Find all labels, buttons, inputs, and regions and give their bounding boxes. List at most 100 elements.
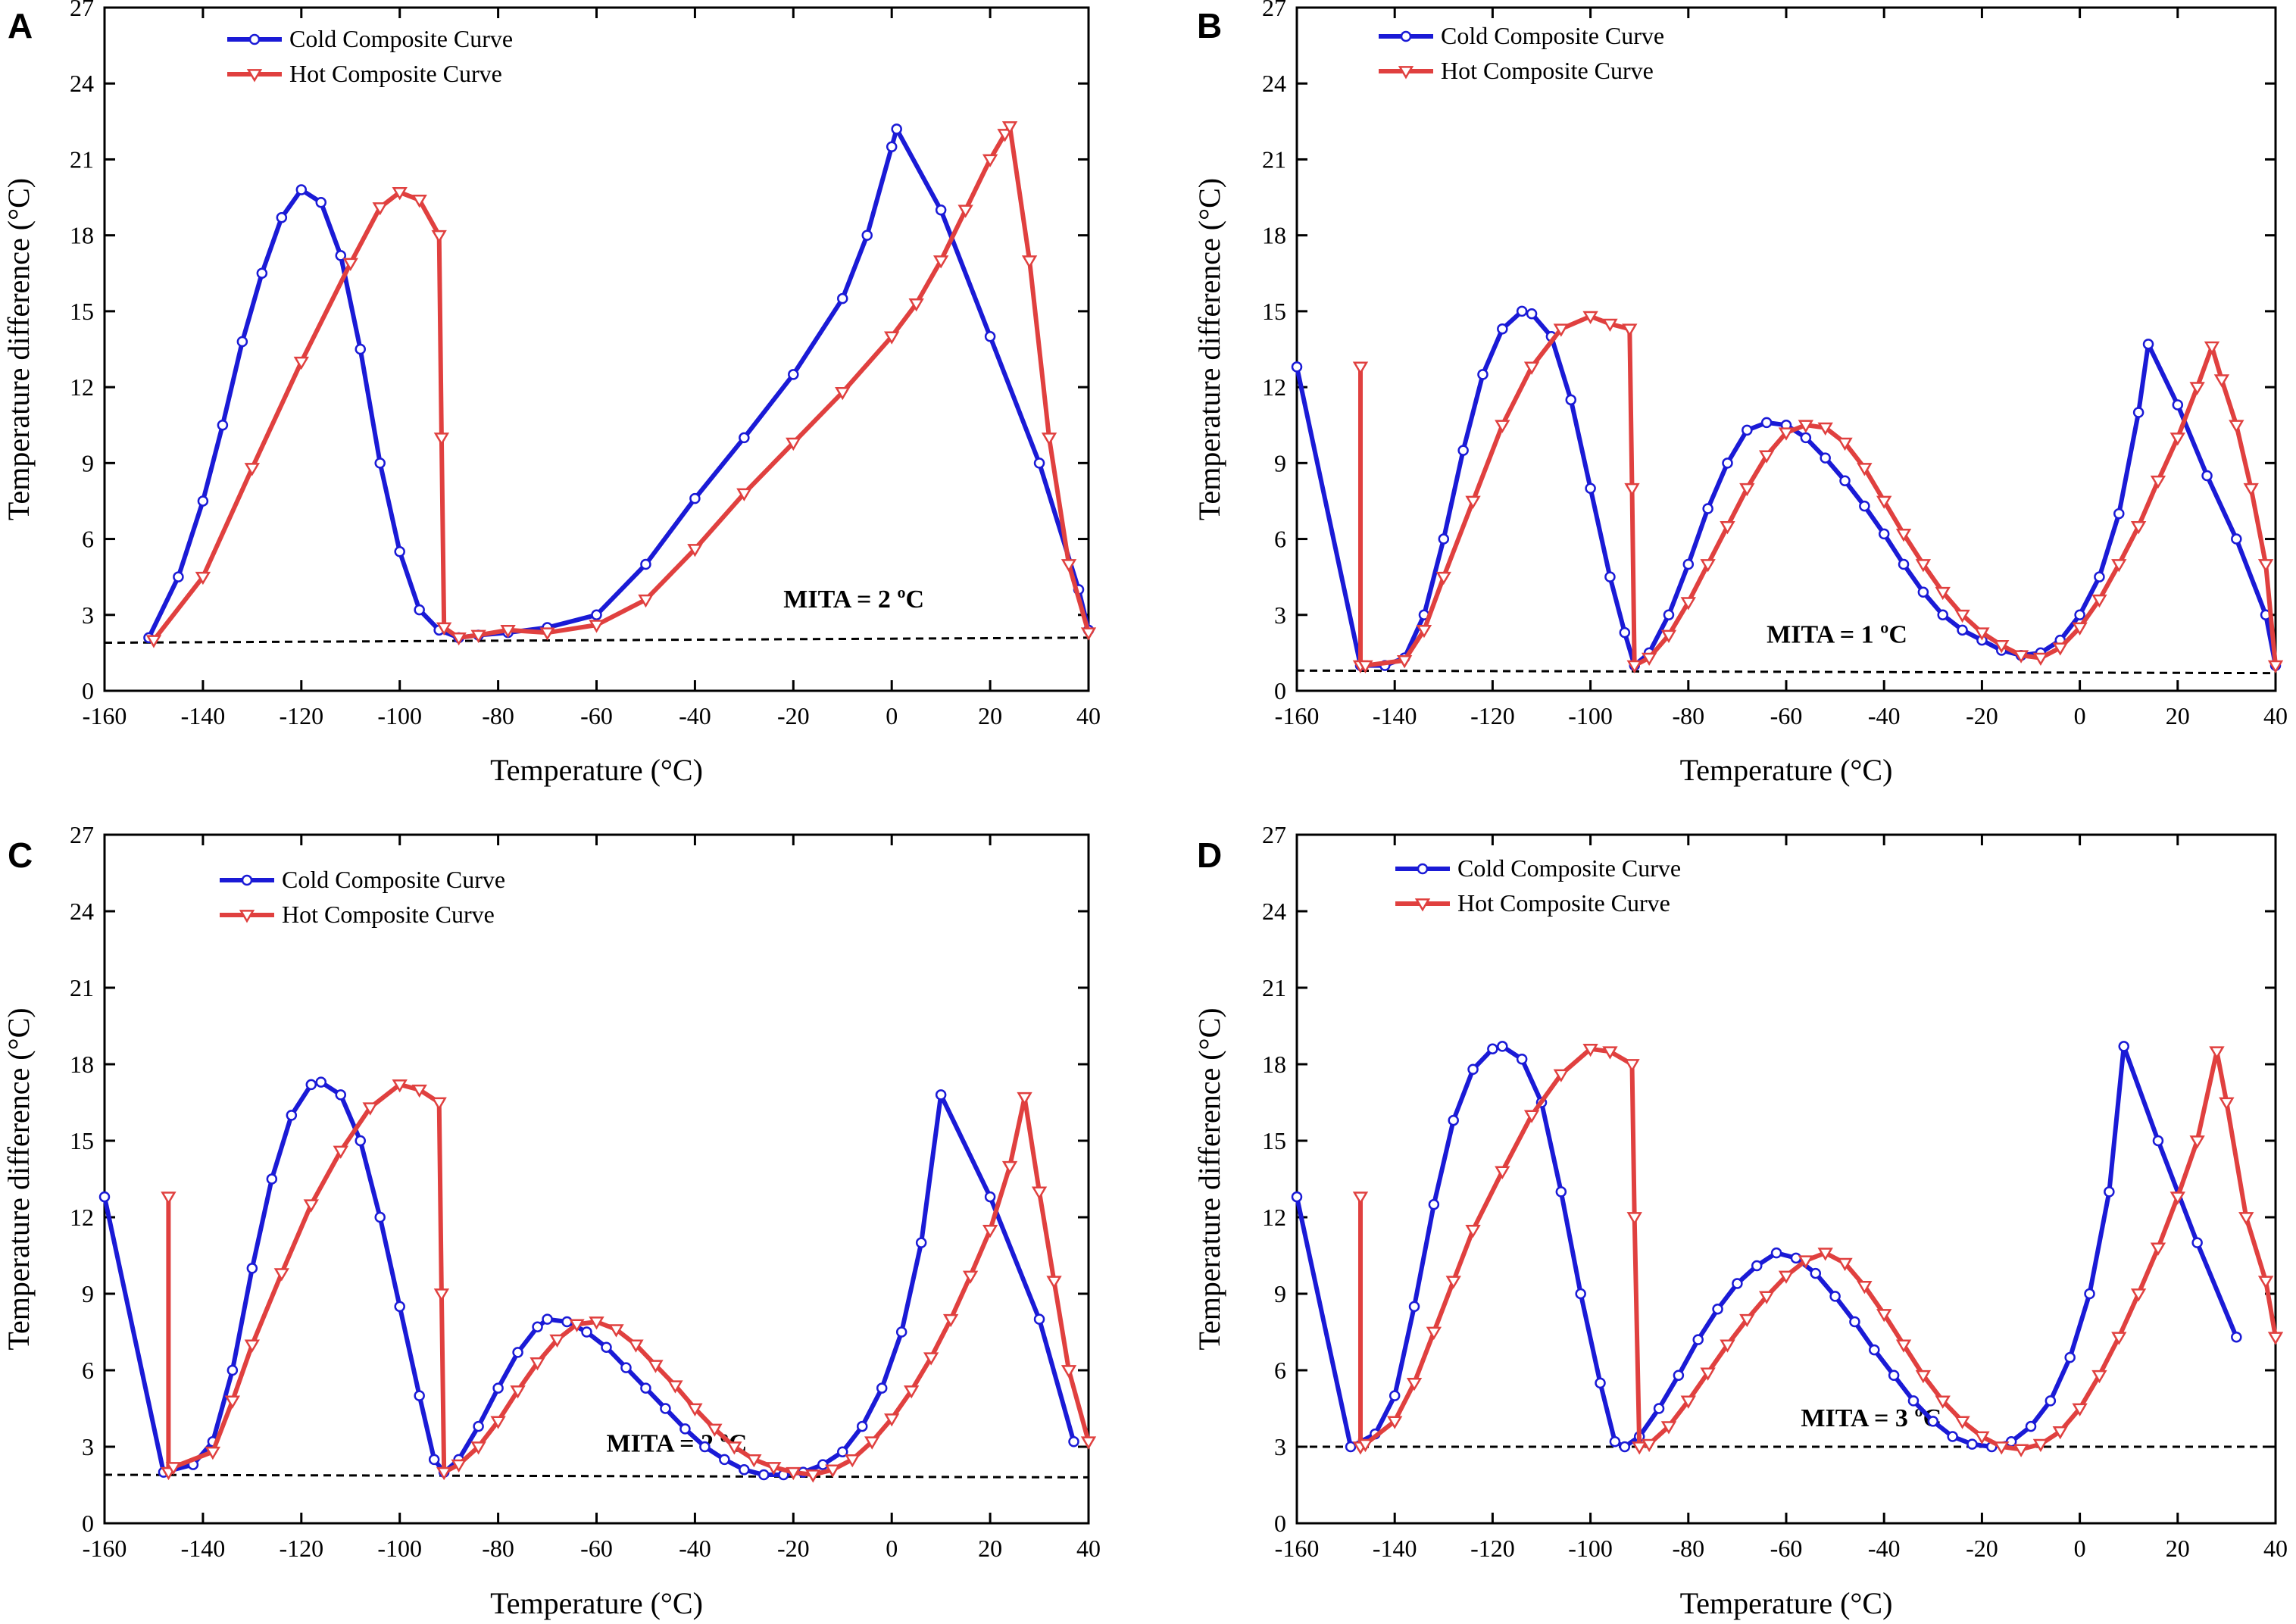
y-tick-label: 21 bbox=[70, 974, 94, 1001]
cold-data-point bbox=[1068, 1436, 1079, 1448]
mita-label: MITA = 2 ºC bbox=[606, 1430, 747, 1458]
hot-data-point bbox=[2072, 622, 2088, 636]
cold-data-point bbox=[256, 267, 268, 280]
hot-data-point bbox=[1582, 311, 1598, 325]
cold-data-point bbox=[173, 571, 184, 582]
cold-data-point bbox=[1345, 1441, 1357, 1453]
y-tick-label: 12 bbox=[70, 373, 94, 401]
hot-data-point bbox=[1021, 255, 1038, 269]
y-tick-label: 9 bbox=[82, 449, 94, 476]
hot-data-point bbox=[1622, 323, 1638, 337]
hot-data-point bbox=[2013, 1444, 2029, 1457]
x-tick-label: -20 bbox=[777, 1535, 810, 1562]
hot-data-point bbox=[1626, 660, 1642, 674]
y-tick-label: 21 bbox=[70, 145, 94, 173]
hot-data-point bbox=[908, 298, 924, 312]
cold-data-point bbox=[1389, 1390, 1401, 1401]
hot-data-point bbox=[1041, 433, 1057, 446]
hot-data-point bbox=[392, 1079, 408, 1093]
hot-data-point bbox=[224, 1395, 241, 1409]
hot-data-point bbox=[510, 1385, 526, 1399]
x-axis-title: Temperature (°C) bbox=[490, 1586, 703, 1620]
y-tick-label: 15 bbox=[70, 298, 94, 325]
cold-data-point bbox=[1849, 1316, 1860, 1328]
hot-data-point bbox=[451, 1459, 467, 1473]
cold-data-point bbox=[1487, 1043, 1498, 1055]
cold-data-point bbox=[1917, 586, 1929, 598]
cold-data-point bbox=[620, 1362, 632, 1373]
x-axis-title: Temperature (°C) bbox=[1680, 1586, 1893, 1620]
hot-data-point bbox=[2257, 1276, 2274, 1289]
hot-data-point bbox=[2267, 1332, 2284, 1345]
hot-data-point bbox=[957, 205, 973, 218]
legend-circle-marker bbox=[1400, 30, 1412, 42]
hot-data-point bbox=[1974, 627, 1990, 641]
hot-data-point bbox=[825, 1464, 841, 1478]
hot-data-point bbox=[1396, 655, 1413, 669]
hot-data-point bbox=[2209, 1046, 2225, 1060]
cold-data-point bbox=[2084, 1288, 2095, 1300]
y-tick-label: 18 bbox=[70, 222, 94, 249]
cold-data-point bbox=[1457, 445, 1469, 456]
cold-data-point bbox=[1408, 1301, 1420, 1313]
cold-data-point bbox=[1653, 1403, 1665, 1414]
cold-data-point bbox=[1751, 1260, 1763, 1272]
x-tick-label: -40 bbox=[1868, 702, 1901, 729]
hot-data-point bbox=[1061, 559, 1077, 573]
cold-data-point bbox=[1722, 458, 1733, 469]
hot-composite-series bbox=[161, 1079, 1097, 1483]
x-tick-label: -160 bbox=[83, 1535, 127, 1562]
hot-data-point bbox=[2189, 382, 2205, 395]
hot-data-point bbox=[845, 1454, 861, 1468]
cold-composite-series bbox=[1291, 1041, 2242, 1453]
hot-composite-series bbox=[145, 121, 1097, 648]
y-tick-label: 18 bbox=[70, 1051, 94, 1078]
legend-circle-marker bbox=[241, 874, 253, 886]
cold-data-point bbox=[295, 184, 308, 195]
hot-data-point bbox=[433, 433, 450, 446]
cold-data-point bbox=[246, 1263, 258, 1274]
cold-data-point bbox=[935, 205, 947, 216]
cold-data-point bbox=[1526, 308, 1538, 320]
x-tick-label: -120 bbox=[1470, 702, 1515, 729]
cold-data-point bbox=[374, 458, 386, 469]
hot-data-point bbox=[1626, 1212, 1642, 1226]
cold-data-point bbox=[1790, 1252, 1802, 1264]
cold-data-point bbox=[1609, 1436, 1621, 1448]
hot-data-point bbox=[1352, 1191, 1369, 1205]
hot-data-point bbox=[372, 202, 388, 216]
cold-data-point bbox=[1760, 417, 1773, 429]
hot-data-point bbox=[1994, 1441, 2010, 1455]
cold-data-point bbox=[335, 1089, 347, 1101]
hot-data-point bbox=[923, 1352, 939, 1366]
cold-data-point bbox=[2142, 339, 2154, 350]
hot-data-point bbox=[1523, 1110, 1540, 1123]
hot-data-point bbox=[1416, 624, 1432, 639]
hot-data-point bbox=[2257, 559, 2274, 573]
cold-data-point bbox=[305, 1079, 317, 1091]
hot-data-point bbox=[1080, 1436, 1097, 1450]
y-axis-title: Temperature difference (°C) bbox=[1192, 178, 1226, 520]
legend-label: Hot Composite Curve bbox=[282, 901, 495, 928]
y-axis-title: Temperature difference (°C) bbox=[2, 178, 36, 520]
plot-frame bbox=[1295, 6, 2277, 692]
cold-data-point bbox=[984, 331, 996, 342]
legend-label: Hot Composite Curve bbox=[1457, 889, 1670, 917]
cold-data-point bbox=[512, 1347, 523, 1358]
mita-label: MITA = 2 ºC bbox=[783, 586, 924, 614]
hot-data-point bbox=[2150, 1242, 2166, 1256]
hot-data-point bbox=[342, 258, 358, 271]
hot-data-point bbox=[1876, 495, 1892, 509]
plot-frame bbox=[1295, 833, 2277, 1525]
y-tick-label: 15 bbox=[1262, 298, 1286, 325]
x-tick-label: -120 bbox=[279, 702, 323, 729]
x-tick-label: -40 bbox=[679, 1535, 711, 1562]
hot-data-point bbox=[2150, 475, 2166, 489]
hot-data-point bbox=[470, 1441, 486, 1455]
x-tick-label: -40 bbox=[1868, 1535, 1901, 1562]
hot-data-point bbox=[549, 1334, 565, 1348]
y-tick-label: 0 bbox=[82, 677, 94, 704]
x-axis: -160 -140 -120 -100 -80 -60 -40 -20 0 20 40 bbox=[1275, 835, 2288, 1562]
cold-data-point bbox=[1565, 394, 1577, 406]
y-tick-label: 18 bbox=[1262, 1051, 1286, 1078]
